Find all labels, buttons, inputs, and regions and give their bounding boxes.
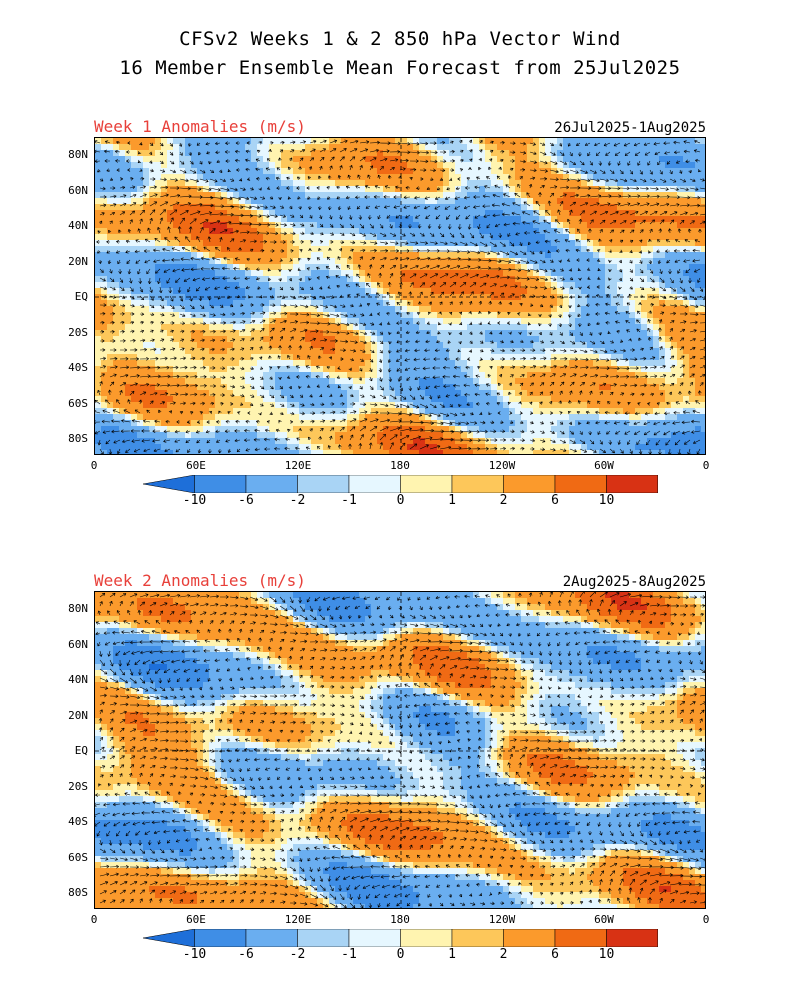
colorbar-tick-label: -1	[341, 493, 357, 508]
colorbar-tick-label: 2	[499, 947, 508, 962]
longitude-tick-label: 60E	[186, 913, 206, 926]
colorbar-tick-label: -1	[341, 947, 357, 962]
wind-vectors	[95, 139, 705, 454]
colorbar-tick-label: 0	[396, 493, 405, 508]
longitude-tick-label: 120W	[488, 913, 516, 926]
longitude-tick-label: 120E	[284, 913, 312, 926]
week2-anomaly-map	[94, 591, 706, 909]
colorbar	[143, 929, 658, 947]
colorbar-tick-label: -6	[238, 947, 254, 962]
week2-panel-title: Week 2 Anomalies (m/s)	[94, 571, 306, 590]
colorbar-tick-label: 1	[448, 493, 456, 508]
latitude-tick-label: 40N	[68, 219, 88, 232]
colorbar-tick-label: 1	[448, 947, 456, 962]
longitude-tick-label: 120E	[284, 459, 312, 472]
week1-map-canvas	[95, 138, 705, 454]
colorbar-tick-label: 6	[551, 493, 559, 508]
longitude-tick-label: 0	[90, 459, 98, 472]
latitude-tick-label: 20N	[68, 254, 88, 268]
longitude-tick-label: 180	[390, 913, 410, 926]
longitude-tick-label: 0	[702, 913, 710, 926]
latitude-tick-label: 80N	[68, 602, 88, 615]
latitude-tick-label: 80S	[68, 886, 88, 899]
latitude-tick-label: 40S	[68, 361, 88, 374]
latitude-tick-label: EQ	[74, 290, 88, 303]
longitude-tick-label: 0	[702, 459, 710, 472]
longitude-tick-label: 60E	[186, 459, 206, 472]
latitude-tick-label: 60N	[68, 637, 88, 651]
colorbar-tick-label: 6	[551, 947, 559, 962]
colorbar-tick-label: -10	[182, 493, 207, 508]
colorbar-tick-label: -10	[182, 947, 207, 962]
latitude-tick-label: 60S	[68, 850, 88, 864]
week1-panel-title: Week 1 Anomalies (m/s)	[94, 117, 306, 136]
latitude-tick-label: 80S	[68, 432, 88, 445]
latitude-tick-label: 20S	[68, 325, 88, 339]
colorbar-tick-label: 10	[598, 493, 615, 508]
wind-vectors	[95, 592, 705, 908]
colorbar-tick-label: 2	[499, 493, 508, 508]
latitude-tick-label: 60S	[68, 396, 88, 410]
colorbar-tick-label: -2	[289, 947, 306, 962]
week2-date-range: 2Aug2025-8Aug2025	[562, 574, 706, 590]
colorbar	[143, 475, 658, 493]
latitude-tick-label: 20S	[68, 779, 88, 793]
latitude-tick-label: 60N	[68, 183, 88, 197]
latitude-tick-label: 40S	[68, 815, 88, 828]
longitude-tick-label: 180	[390, 459, 410, 472]
longitude-tick-label: 120W	[488, 459, 516, 472]
colorbar-tick-label: -6	[238, 493, 254, 508]
week1-date-range: 26Jul2025-1Aug2025	[554, 120, 706, 136]
latitude-tick-label: EQ	[74, 744, 88, 757]
week1-anomaly-map	[94, 137, 706, 455]
latitude-tick-label: 40N	[68, 673, 88, 686]
colorbar-tick-label: 10	[598, 947, 615, 962]
latitude-tick-label: 80N	[68, 148, 88, 161]
longitude-tick-label: 0	[90, 913, 98, 926]
longitude-tick-label: 60W	[594, 913, 614, 926]
figure-title-line-1: CFSv2 Weeks 1 & 2 850 hPa Vector Wind	[179, 28, 621, 50]
figure-title-line-2: 16 Member Ensemble Mean Forecast from 25…	[119, 57, 681, 79]
latitude-tick-label: 20N	[68, 708, 88, 722]
longitude-tick-label: 60W	[594, 459, 614, 472]
week2-map-canvas	[95, 592, 705, 908]
colorbar-tick-label: 0	[396, 947, 405, 962]
colorbar-tick-label: -2	[289, 493, 306, 508]
